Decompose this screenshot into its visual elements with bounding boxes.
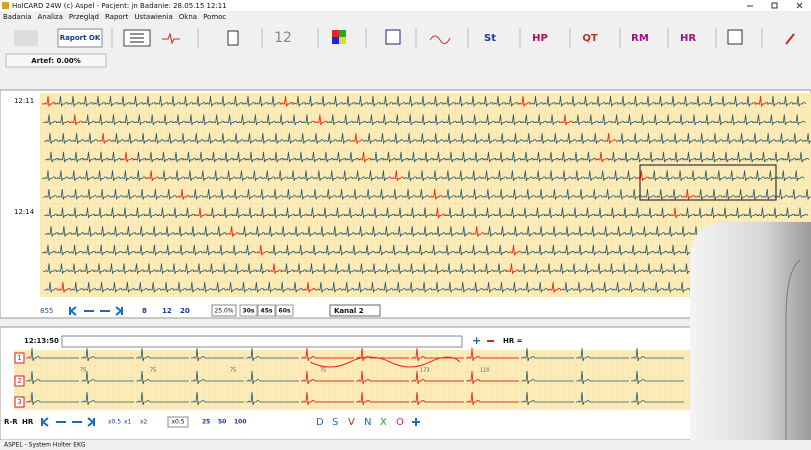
- rr-value: 75: [230, 368, 236, 374]
- detail-time: 12:13:50: [24, 337, 59, 345]
- scale-option[interactable]: x1: [124, 419, 132, 426]
- gain-value: x0.5: [171, 419, 184, 426]
- status-text: ASPEL - System Holter EKG: [4, 442, 86, 449]
- rr-value: 173: [420, 368, 430, 374]
- zoom-value: 25.0%: [214, 308, 233, 315]
- edit-icon[interactable]: [728, 30, 742, 44]
- rr-value: 75: [320, 368, 326, 374]
- menu-item[interactable]: Okna: [179, 13, 197, 21]
- beat-type[interactable]: O: [396, 417, 404, 428]
- window-option: 30s: [243, 308, 255, 315]
- hr-label: HR =: [503, 337, 523, 345]
- channel-number: 3: [17, 398, 21, 406]
- toolbar-button[interactable]: HR: [680, 33, 696, 44]
- color-icon[interactable]: [332, 30, 346, 44]
- menu-item[interactable]: Analiza: [38, 13, 63, 21]
- beat-type[interactable]: S: [332, 417, 338, 428]
- channel-label: Kanal 2: [334, 307, 364, 315]
- zoom-out[interactable]: [487, 340, 494, 342]
- table-icon[interactable]: [386, 30, 400, 44]
- rr-value: 75: [80, 368, 86, 374]
- device-photo: [690, 222, 811, 450]
- toolbar-button[interactable]: QT: [582, 33, 598, 44]
- beat-type[interactable]: N: [364, 417, 371, 428]
- time-label: 12:11: [14, 97, 34, 105]
- speed-option[interactable]: 100: [234, 419, 247, 426]
- toolbar-icon[interactable]: [14, 30, 38, 46]
- rr-button[interactable]: R-R: [4, 418, 18, 426]
- leads-button[interactable]: 12: [274, 30, 292, 46]
- scale-option[interactable]: x2: [140, 419, 148, 426]
- time-field[interactable]: [62, 336, 462, 347]
- toolbar-button[interactable]: St: [484, 33, 496, 44]
- beat-type[interactable]: D: [316, 417, 324, 428]
- speed-option[interactable]: 12: [162, 307, 172, 315]
- zoom-in[interactable]: +: [472, 334, 481, 347]
- menu-item[interactable]: Przegląd: [69, 13, 99, 21]
- report-button-label[interactable]: Raport OK: [60, 34, 101, 42]
- beat-type[interactable]: V: [348, 417, 355, 428]
- hr-button[interactable]: HR: [22, 418, 34, 426]
- artefact-label: Artef: 0.00%: [31, 57, 81, 65]
- time-label: 12:14: [14, 208, 35, 216]
- app-window: HolCARD 24W (c) Aspel - Pacjent: jn Bada…: [0, 0, 811, 450]
- rr-value: 75: [150, 368, 156, 374]
- menu-item[interactable]: Raport: [105, 13, 129, 21]
- scale-option[interactable]: x0.5: [108, 419, 121, 426]
- channel-number: 2: [17, 377, 21, 385]
- speed-option[interactable]: 25: [202, 419, 210, 426]
- rr-value: 110: [480, 368, 490, 374]
- beat-count: 855: [40, 307, 53, 315]
- menu-item[interactable]: Ustawienia: [134, 13, 172, 21]
- speed-option[interactable]: 50: [218, 419, 226, 426]
- window-option: 45s: [261, 308, 273, 315]
- toolbar: Raport OK 12 St HP QT RM HR: [0, 24, 811, 50]
- menu-item[interactable]: Badania: [3, 13, 32, 21]
- window-option: 60s: [279, 308, 291, 315]
- app-icon: [2, 2, 9, 9]
- status-bar: [0, 440, 811, 450]
- toolbar-button[interactable]: HP: [532, 33, 548, 44]
- beat-type[interactable]: X: [380, 417, 387, 428]
- menu-item[interactable]: Pomoc: [203, 13, 226, 21]
- toolbar-button[interactable]: RM: [631, 33, 649, 44]
- page-icon[interactable]: [228, 31, 238, 45]
- channel-number: 1: [17, 354, 21, 362]
- speed-option[interactable]: 8: [142, 307, 147, 315]
- speed-option[interactable]: 20: [180, 307, 190, 315]
- window-title: HolCARD 24W (c) Aspel - Pacjent: jn Bada…: [12, 2, 227, 10]
